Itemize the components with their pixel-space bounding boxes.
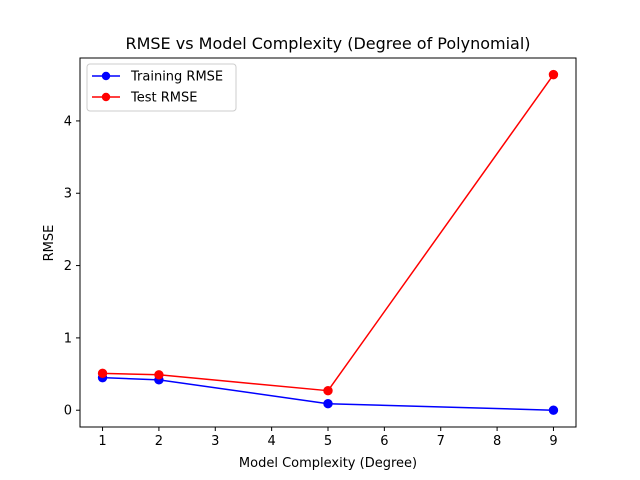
x-axis-ticks: 1 2 3 4 5 6 7 8 9 <box>98 427 558 449</box>
legend-box <box>86 63 237 112</box>
legend-label-test-rmse: Test RMSE <box>130 91 197 106</box>
data-point-training-rmse <box>323 399 333 409</box>
y-axis-ticks: 0 1 2 3 4 <box>64 114 80 419</box>
x-tick-label: 3 <box>211 434 219 449</box>
data-point-test-rmse <box>154 370 164 380</box>
series-line-test-rmse <box>102 74 555 392</box>
y-axis-label: RMSE <box>42 225 57 262</box>
plot-background <box>80 58 576 427</box>
y-tick-label: 2 <box>64 259 72 274</box>
chart-title: RMSE vs Model Complexity (Degree of Poly… <box>125 34 530 53</box>
y-tick-label: 4 <box>64 114 72 129</box>
x-tick-label: 6 <box>380 434 388 449</box>
x-tick-label: 5 <box>324 434 332 449</box>
legend-marker-training-rmse <box>101 71 111 81</box>
y-tick-label: 3 <box>64 187 72 202</box>
legend: Training RMSE Test RMSE <box>86 63 237 112</box>
legend-marker-test-rmse <box>101 92 111 102</box>
plot-area <box>79 57 577 428</box>
x-tick-label: 1 <box>98 434 106 449</box>
x-axis-label: Model Complexity (Degree) <box>239 456 417 471</box>
legend-entries: Training RMSE Test RMSE <box>92 70 223 106</box>
y-tick-label: 0 <box>64 404 72 419</box>
series-line-training-rmse <box>102 376 554 411</box>
x-tick-label: 9 <box>549 434 557 449</box>
x-tick-label: 7 <box>437 434 445 449</box>
series-layer <box>97 69 559 415</box>
x-tick-label: 2 <box>155 434 163 449</box>
y-tick-label: 1 <box>64 331 72 346</box>
data-point-test-rmse <box>548 69 559 80</box>
x-tick-label: 8 <box>493 434 501 449</box>
data-point-test-rmse <box>323 385 333 396</box>
legend-label-training-rmse: Training RMSE <box>130 70 223 85</box>
x-tick-label: 4 <box>267 434 275 449</box>
data-point-test-rmse <box>97 368 108 379</box>
data-point-training-rmse <box>548 405 559 415</box>
